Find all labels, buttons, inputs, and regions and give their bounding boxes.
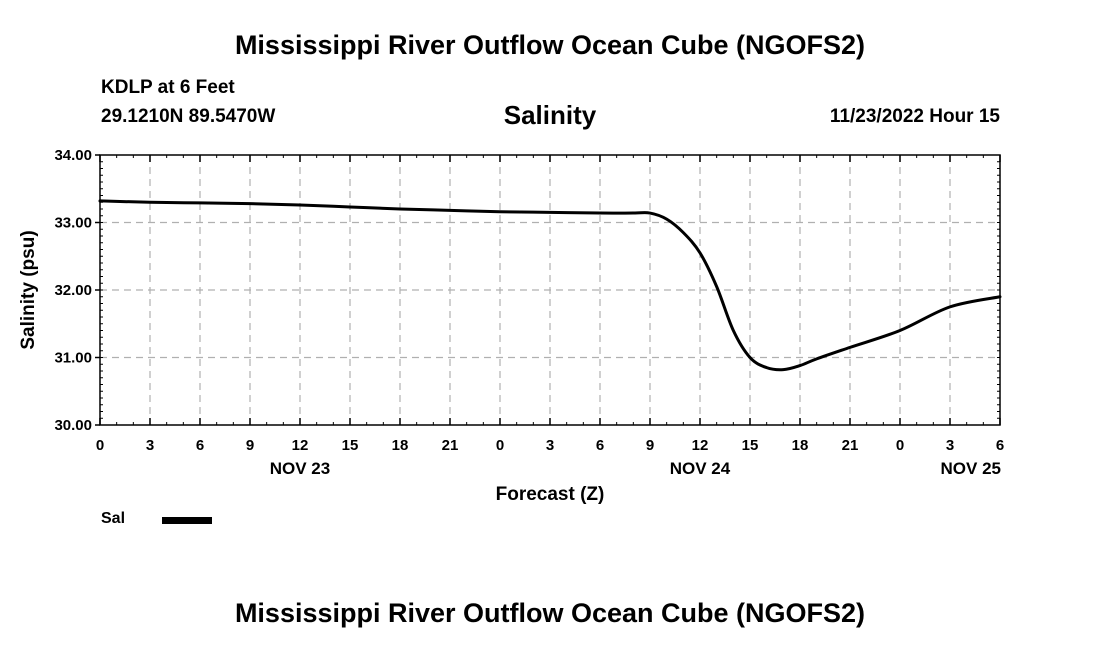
date-label: NOV 24: [670, 459, 731, 478]
y-axis-label: Salinity (psu): [18, 230, 39, 349]
footer-title: Mississippi River Outflow Ocean Cube (NG…: [234, 598, 866, 628]
x-tick-label: 9: [646, 437, 654, 454]
y-tick-label: 34.00: [54, 147, 92, 164]
forecast-timestamp: 11/23/2022 Hour 15: [829, 106, 1000, 127]
x-tick-label: 0: [96, 437, 104, 454]
axis-labels: 0 3 6 9 12 15 18 21 0 3 6 9 12 15 18 21 0 3 6 NOV 23 NOV 24 N…: [54, 147, 1004, 478]
x-tick-label: 3: [146, 437, 154, 454]
x-tick-label: 3: [946, 437, 954, 454]
y-tick-label: 31.00: [54, 350, 92, 367]
x-tick-label: 6: [196, 437, 204, 454]
station-coordinates: 29.1210N 89.5470W: [101, 106, 276, 127]
x-tick-label: 0: [896, 437, 904, 454]
x-tick-label: 21: [442, 437, 459, 454]
y-tick-label: 33.00: [54, 215, 92, 232]
x-tick-label: 6: [996, 437, 1004, 454]
x-tick-label: 3: [546, 437, 554, 454]
series-line-sal: [98, 199, 1002, 372]
date-label: NOV 23: [270, 459, 330, 478]
y-tick-label: 32.00: [54, 282, 92, 299]
grid: [100, 155, 1000, 425]
legend-label: Sal: [101, 510, 126, 527]
x-tick-label: 21: [842, 437, 859, 454]
x-tick-label: 6: [596, 437, 604, 454]
x-tick-label: 15: [342, 437, 359, 454]
y-tick-label: 30.00: [54, 417, 92, 434]
station-label: KDLP at 6 Feet: [101, 77, 235, 98]
legend-swatch: [162, 517, 212, 524]
x-tick-label: 12: [292, 437, 309, 454]
x-tick-label: 9: [246, 437, 254, 454]
x-tick-label: 12: [692, 437, 709, 454]
x-tick-label: 0: [496, 437, 504, 454]
x-tick-label: 18: [792, 437, 809, 454]
x-axis-label: Forecast (Z): [496, 484, 605, 505]
x-tick-label: 18: [392, 437, 409, 454]
date-label: NOV 25: [941, 459, 1001, 478]
axis-ticks: [95, 154, 1001, 426]
x-tick-label: 15: [742, 437, 759, 454]
variable-title: Salinity: [503, 100, 597, 130]
chart-title: Mississippi River Outflow Ocean Cube (NG…: [234, 30, 866, 60]
